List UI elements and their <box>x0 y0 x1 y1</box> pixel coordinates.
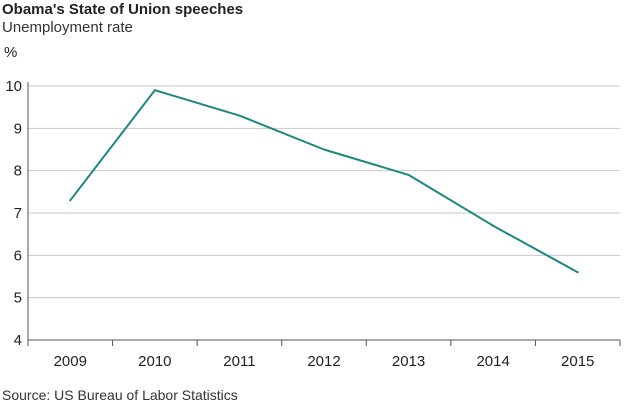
x-tick-label: 2014 <box>476 353 509 370</box>
y-tick-label: 9 <box>14 120 22 137</box>
chart-subtitle: Unemployment rate <box>2 19 133 36</box>
chart-title: Obama's State of Union speeches <box>2 1 244 18</box>
data-point <box>576 271 579 274</box>
x-tick-label: 2011 <box>223 353 255 370</box>
gridlines <box>28 85 620 341</box>
series-line <box>69 89 579 274</box>
y-axis-label: % <box>4 44 17 61</box>
y-axis: % 4 5 6 7 8 9 10 <box>4 44 29 349</box>
x-tick-label: 2009 <box>54 353 87 370</box>
data-point <box>323 148 325 151</box>
data-point <box>407 173 410 176</box>
source-note: Source: US Bureau of Labor Statistics <box>2 387 238 403</box>
x-tick-label: 2010 <box>138 353 171 370</box>
y-tick-label: 4 <box>14 332 22 349</box>
y-tick-label: 7 <box>14 205 22 222</box>
x-tick-label: 2013 <box>392 353 425 370</box>
data-point <box>238 114 241 117</box>
data-point <box>492 224 495 227</box>
x-axis: 2009 2010 2011 2012 2013 2014 2015 <box>27 339 621 370</box>
y-tick-label: 6 <box>14 247 22 264</box>
data-point <box>69 199 72 202</box>
series-layer <box>69 89 579 274</box>
y-tick-label: 10 <box>5 78 22 95</box>
data-point <box>153 89 156 92</box>
y-tick-label: 5 <box>14 290 22 307</box>
y-tick-label: 8 <box>14 163 22 180</box>
x-tick-label: 2015 <box>561 353 594 370</box>
x-tick-label: 2012 <box>307 353 340 370</box>
